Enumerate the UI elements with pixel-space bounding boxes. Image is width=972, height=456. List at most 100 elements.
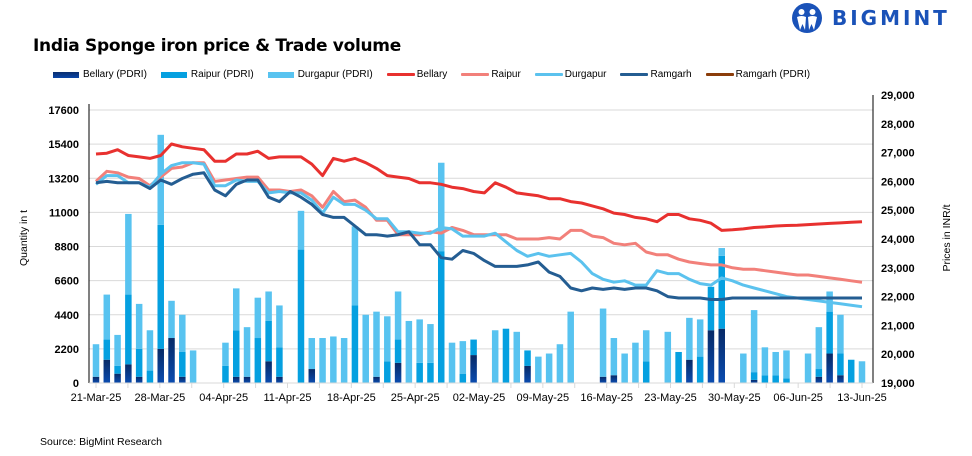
bar-durgapur-pdri [459, 341, 467, 374]
brand-logo: BIGMINT [790, 2, 950, 34]
bar-bellary-pdri [103, 359, 111, 383]
line-bellary [95, 142, 863, 232]
bar-bellary-pdri [707, 330, 715, 383]
legend-item-durgapur[interactable]: Durgapur [534, 69, 607, 80]
legend-item-raipur-pdri[interactable]: Raipur (PDRI) [160, 69, 254, 80]
bar-durgapur-pdri [837, 314, 844, 354]
legend-item-bellary[interactable]: Bellary [386, 69, 448, 80]
bar-durgapur-pdri [416, 319, 423, 363]
y2-tick-label: 21,000 [881, 320, 915, 332]
x-tick-label: 28-Mar-25 [134, 392, 185, 404]
legend-label: Durgapur (PDRI) [297, 69, 373, 80]
bar-raipur-pdri [233, 330, 240, 377]
legend-item-raipur[interactable]: Raipur [461, 69, 521, 80]
bar-raipur-pdri [783, 378, 790, 383]
bar-durgapur-pdri [491, 330, 499, 383]
bar-bellary-pdri [135, 376, 143, 383]
legend-line [386, 73, 415, 76]
bar-durgapur-pdri [513, 331, 521, 383]
bar-bellary-pdri [114, 373, 121, 383]
gridlines [89, 109, 873, 350]
x-tick-label: 04-Apr-25 [199, 392, 248, 404]
bar-bellary-pdri [610, 375, 618, 383]
legend-label: Bellary (PDRI) [83, 69, 147, 80]
legend-item-bellary-pdri[interactable]: Bellary (PDRI) [53, 69, 147, 80]
chart-legend: Bellary (PDRI) Raipur (PDRI) Durgapur (P… [53, 69, 824, 80]
bar-durgapur-pdri [103, 294, 111, 340]
bar-raipur-pdri [297, 249, 305, 383]
bar-raipur-pdri [524, 350, 531, 366]
bar-durgapur-pdri [740, 353, 747, 383]
legend-label: Durgapur [564, 69, 607, 80]
bar-durgapur-pdri [718, 248, 725, 256]
bar-durgapur-pdri [535, 356, 542, 383]
bar-bellary-pdri [168, 338, 175, 383]
bar-durgapur-pdri [621, 353, 628, 383]
bar-durgapur-pdri [567, 311, 574, 383]
bar-durgapur-pdri [243, 327, 251, 377]
bar-durgapur-pdri [858, 361, 866, 383]
bar-durgapur-pdri [599, 308, 607, 377]
bar-durgapur-pdri [179, 314, 186, 352]
bar-bellary-pdri [599, 376, 607, 383]
y2-tick-label: 28,000 [881, 119, 915, 131]
y-tick-label: 15400 [48, 139, 79, 151]
legend-swatch [160, 71, 187, 78]
legend-item-ramgarh-pdri[interactable]: Ramgarh (PDRI) [705, 69, 810, 80]
bar-bellary-pdri [92, 376, 100, 383]
legend-label: Bellary [416, 69, 448, 80]
bar-raipur-pdri [642, 361, 650, 383]
bar-durgapur-pdri [750, 310, 758, 373]
bar-durgapur-pdri [319, 338, 326, 383]
legend-item-durgapur-pdri[interactable]: Durgapur (PDRI) [267, 69, 373, 80]
bar-raipur-pdri [351, 305, 359, 383]
bar-raipur-pdri [125, 294, 132, 365]
bar-durgapur-pdri [168, 300, 175, 339]
bar-raipur-pdri [761, 375, 769, 383]
bar-raipur-pdri [265, 320, 272, 362]
bar-durgapur-pdri [373, 311, 380, 377]
y-tick-label: 13200 [48, 173, 79, 185]
bar-durgapur-pdri [135, 303, 143, 349]
bar-durgapur-pdri [427, 324, 434, 363]
line-series [94, 142, 863, 309]
legend-label: Ramgarh [650, 69, 692, 80]
bigmint-logo-icon [792, 3, 822, 33]
y2-tick-label: 24,000 [881, 234, 915, 246]
bar-durgapur-pdri [351, 226, 359, 306]
bar-bellary-pdri [686, 359, 693, 383]
bar-raipur-pdri [254, 338, 262, 383]
bar-raipur-pdri [837, 353, 844, 376]
bar-raipur-pdri [772, 375, 779, 383]
bar-raipur-pdri [847, 359, 855, 383]
bar-bellary-pdri [524, 365, 531, 383]
y2-tick-label: 19,000 [881, 378, 915, 390]
bar-durgapur-pdri [330, 336, 337, 383]
y2-tick-label: 23,000 [881, 263, 915, 275]
y-tick-label: 8800 [55, 242, 79, 254]
legend-item-ramgarh[interactable]: Ramgarh [620, 69, 692, 80]
bar-raipur-pdri [394, 339, 402, 363]
y2-tick-label: 20,000 [881, 349, 915, 361]
bar-durgapur-pdri [189, 350, 197, 383]
bar-durgapur-pdri [394, 291, 402, 340]
bar-durgapur-pdri [265, 291, 272, 321]
bar-durgapur-pdri [664, 331, 672, 383]
legend-line [620, 73, 649, 76]
bar-raipur-pdri [384, 361, 391, 383]
x-tick-label: 21-Mar-25 [71, 392, 122, 404]
bar-bellary-pdri [308, 369, 316, 383]
y2-tick-label: 25,000 [881, 205, 915, 217]
bar-raipur-pdri [470, 339, 477, 356]
x-tick-label: 18-Apr-25 [327, 392, 376, 404]
bar-bellary-pdri [837, 375, 844, 383]
brand-name: BIGMINT [832, 6, 950, 30]
y2-tick-label: 27,000 [881, 148, 915, 160]
bar-raipur-pdri [459, 373, 467, 383]
legend-line [705, 73, 734, 76]
bar-durgapur-pdri [384, 316, 391, 362]
bar-bellary-pdri [394, 362, 402, 383]
bar-durgapur-pdri [448, 342, 456, 383]
bar-durgapur-pdri [362, 314, 369, 383]
